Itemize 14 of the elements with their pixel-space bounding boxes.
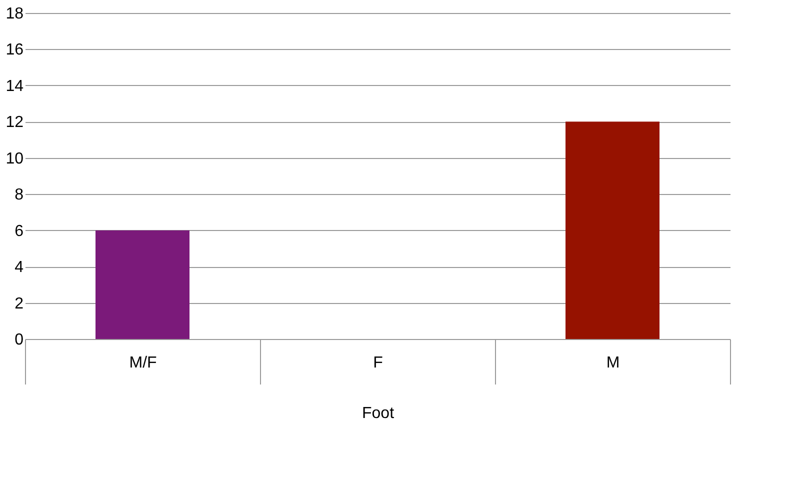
y-tick-label: 18: [6, 6, 24, 22]
y-tick-label: 4: [14, 259, 24, 276]
y-tick-label: 12: [6, 114, 24, 132]
y-tick-label: 10: [6, 150, 24, 168]
x-tick-label: F: [373, 354, 384, 372]
x-axis-title: Foot: [362, 405, 395, 422]
y-tick-label: 6: [14, 222, 24, 240]
y-tick-label: 14: [6, 78, 24, 95]
y-tick-label: 8: [14, 186, 24, 204]
x-tick-label: M/F: [129, 354, 157, 372]
y-tick-label: 16: [6, 42, 24, 59]
y-tick-label: 2: [14, 295, 24, 312]
x-tick-label: M: [606, 354, 620, 372]
y-tick-label: 0: [14, 332, 24, 348]
